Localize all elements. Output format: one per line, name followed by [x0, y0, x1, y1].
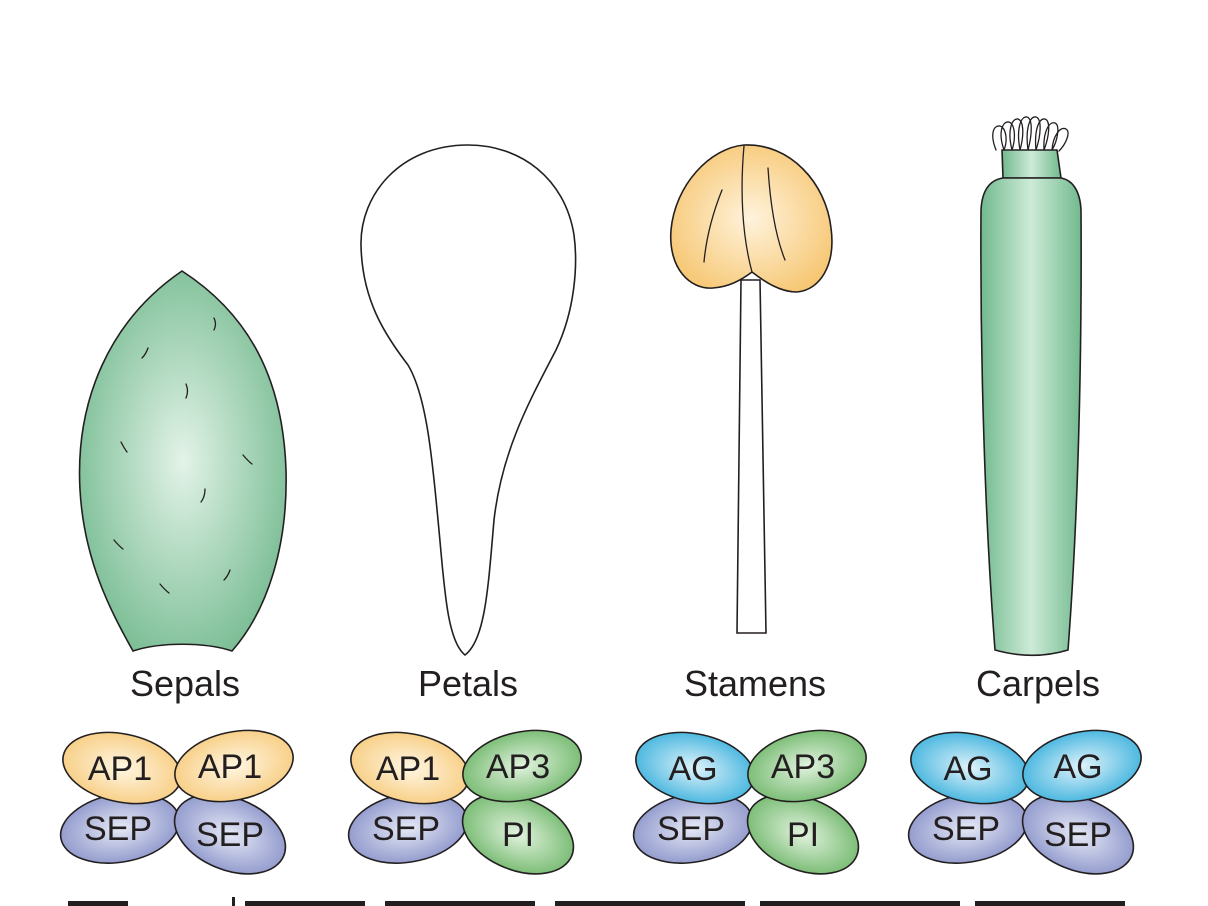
sepal-illustration	[78, 270, 287, 652]
protein-label: AP3	[771, 748, 835, 786]
stigma-icon	[992, 116, 1069, 152]
organ-label-sepals: Sepals	[130, 663, 240, 704]
protein-label: SEP	[932, 810, 1000, 848]
complex-petals: SEP PI AP1 AP3	[347, 729, 582, 875]
protein-ap3-oval	[747, 729, 867, 803]
protein-label: AG	[668, 750, 717, 788]
protein-label: SEP	[1044, 816, 1112, 854]
protein-label: SEP	[372, 810, 440, 848]
protein-pi-oval	[746, 793, 860, 875]
organ-label-stamens: Stamens	[684, 663, 826, 704]
protein-complexes: SEP SEP AP1 AP1 SEP PI AP1 AP3 SEP PI AG AP3 SEP SEP A…	[59, 729, 1142, 875]
protein-ap1-oval	[174, 729, 294, 803]
protein-label: SEP	[84, 810, 152, 848]
protein-sep-oval	[173, 793, 287, 875]
complex-carpels: SEP SEP AG AG	[907, 729, 1142, 875]
complex-sepals: SEP SEP AP1 AP1	[59, 729, 294, 875]
organ-label-petals: Petals	[418, 663, 518, 704]
protein-label: PI	[502, 816, 534, 854]
protein-ag-oval	[1022, 729, 1142, 803]
protein-label: AP1	[376, 750, 440, 788]
protein-label: AP3	[486, 748, 550, 786]
carpel-illustration	[980, 116, 1082, 656]
stamen-illustration	[670, 144, 833, 634]
protein-label: AG	[943, 750, 992, 788]
protein-label: AP1	[198, 748, 262, 786]
protein-pi-oval	[461, 793, 575, 875]
protein-label: AG	[1053, 748, 1102, 786]
protein-sep-oval	[1021, 793, 1135, 875]
protein-label: PI	[787, 816, 819, 854]
petal-illustration	[360, 144, 577, 657]
protein-ap3-oval	[462, 729, 582, 803]
organ-label-carpels: Carpels	[976, 663, 1100, 704]
cropped-caption-line	[68, 897, 1125, 906]
protein-label: SEP	[657, 810, 725, 848]
protein-label: AP1	[88, 750, 152, 788]
protein-label: SEP	[196, 816, 264, 854]
complex-stamens: SEP PI AG AP3	[632, 729, 867, 875]
